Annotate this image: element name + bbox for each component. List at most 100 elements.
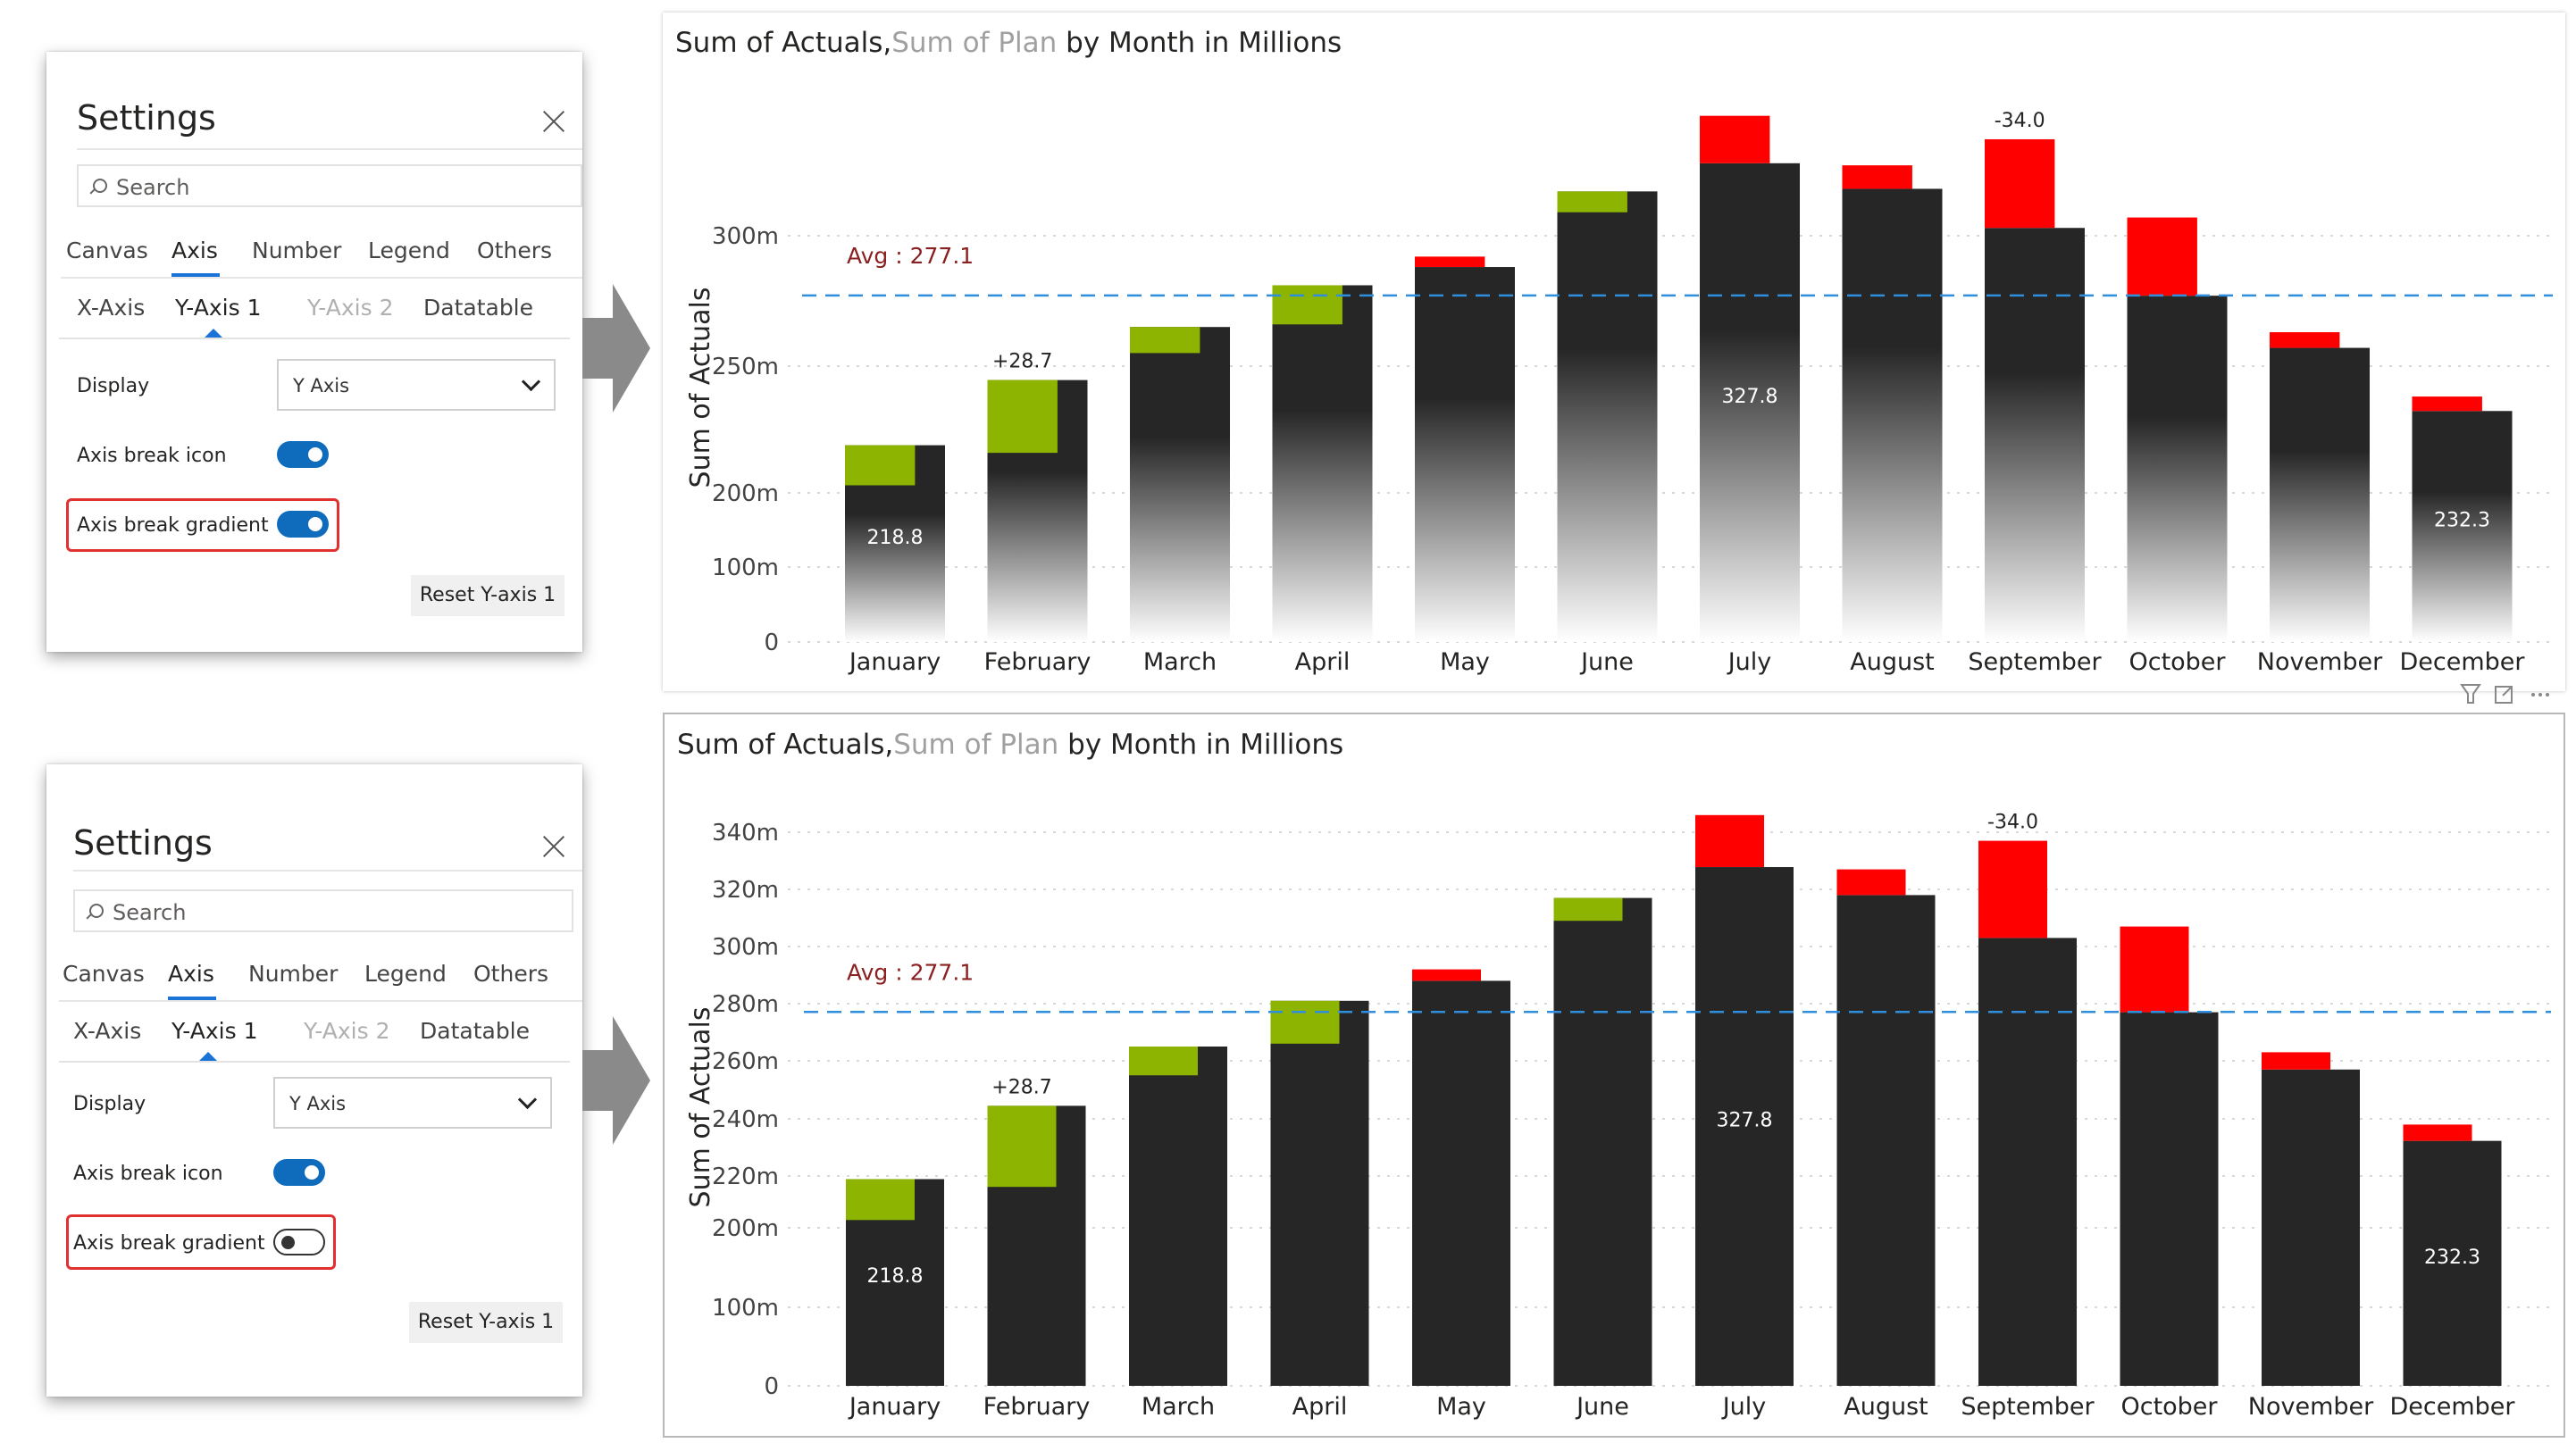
tab-number[interactable]: Number [252, 238, 342, 263]
actual-bar [1415, 267, 1515, 642]
x-category-label: July [1727, 648, 1772, 676]
x-category-label: May [1440, 648, 1490, 676]
data-label: 327.8 [1722, 386, 1778, 408]
tab-legend[interactable]: Legend [368, 238, 450, 263]
x-category-label: October [2129, 648, 2226, 676]
search-placeholder: Search [116, 175, 190, 200]
data-label: 232.3 [2434, 510, 2490, 532]
tab-others[interactable]: Others [477, 238, 553, 263]
search-input[interactable]: Search [73, 889, 573, 932]
data-label: 232.3 [2424, 1247, 2480, 1269]
divider [73, 870, 582, 872]
close-icon[interactable] [541, 834, 566, 859]
x-category-label: November [2248, 1393, 2374, 1421]
search-placeholder: Search [113, 900, 187, 925]
positive-variance-bar [987, 380, 1058, 454]
y-tick-label: 300m [712, 223, 779, 250]
data-label: 218.8 [867, 527, 924, 549]
negative-variance-bar [2120, 926, 2189, 1013]
actual-bar [1272, 285, 1373, 642]
settings-tabs: Canvas Axis Number Legend Others [66, 238, 582, 277]
axis-break-gradient-toggle[interactable] [273, 1229, 325, 1255]
tab-number[interactable]: Number [248, 961, 339, 987]
reset-y-axis-button[interactable]: Reset Y-axis 1 [411, 575, 565, 616]
more-options-icon[interactable] [2531, 693, 2549, 696]
x-category-label: August [1844, 1393, 1928, 1421]
subtab-y-axis-2: Y-Axis 2 [307, 295, 394, 321]
y-axis-label: Sum of Actuals [685, 288, 716, 488]
subtab-x-axis[interactable]: X-Axis [73, 1018, 142, 1044]
actual-bar [2127, 296, 2228, 642]
settings-title: Settings [77, 98, 216, 138]
chart-without-gradient: Sum of Actuals,Sum of Plan by Month in M… [663, 713, 2565, 1438]
axis-break-gradient-toggle[interactable] [277, 511, 329, 538]
actual-bar [1557, 191, 1658, 643]
divider [59, 338, 570, 339]
focus-mode-icon[interactable] [2495, 686, 2513, 704]
chevron-down-icon [517, 1089, 538, 1110]
axis-break-icon-toggle[interactable] [277, 441, 329, 468]
tab-others[interactable]: Others [473, 961, 549, 987]
actual-bar [2403, 1140, 2502, 1386]
arrow-right-icon [582, 284, 650, 413]
negative-variance-bar [2262, 1052, 2330, 1070]
filter-icon[interactable] [2460, 684, 2481, 704]
close-icon[interactable] [541, 109, 566, 134]
highlight-box [66, 498, 339, 552]
reset-y-axis-button[interactable]: Reset Y-axis 1 [409, 1302, 563, 1343]
divider [77, 148, 582, 150]
search-icon [93, 179, 107, 193]
actual-bar [1412, 980, 1510, 1386]
y-tick-label: 200m [712, 480, 779, 507]
subtab-y-axis-1[interactable]: Y-Axis 1 [175, 295, 262, 321]
tab-axis-indicator [171, 273, 220, 277]
display-label: Display [77, 375, 150, 397]
axis-break-icon-label: Axis break icon [77, 445, 227, 467]
tab-canvas[interactable]: Canvas [66, 238, 148, 263]
tab-canvas[interactable]: Canvas [63, 961, 145, 987]
display-label: Display [73, 1093, 146, 1115]
settings-panel-bottom: Settings Search Canvas Axis Number Legen… [46, 764, 582, 1397]
tab-axis[interactable]: Axis [171, 238, 218, 263]
subtab-datatable[interactable]: Datatable [423, 295, 534, 321]
y-tick-label: 240m [712, 1106, 779, 1133]
x-category-label: December [2389, 1393, 2515, 1421]
settings-panel-top: Settings Search Canvas Axis Number Legen… [46, 52, 582, 652]
display-select[interactable]: Y Axis [273, 1077, 552, 1129]
tab-axis[interactable]: Axis [168, 961, 214, 987]
x-category-label: January [848, 1393, 941, 1421]
negative-variance-bar [1695, 814, 1764, 868]
y-tick-label: 0 [764, 1373, 779, 1400]
actual-bar [1695, 867, 1794, 1386]
negative-variance-bar [1978, 840, 2047, 938]
visual-header-icons [2460, 684, 2549, 704]
positive-variance-bar [845, 445, 916, 486]
divider [59, 1061, 570, 1063]
subtab-datatable[interactable]: Datatable [420, 1018, 531, 1044]
search-input[interactable]: Search [77, 164, 582, 207]
y-tick-label: 320m [712, 877, 779, 904]
x-category-label: May [1436, 1393, 1486, 1421]
negative-variance-bar [1836, 869, 1906, 896]
y-tick-label: 250m [712, 354, 779, 380]
x-category-label: September [1968, 648, 2102, 676]
x-category-label: July [1721, 1393, 1767, 1421]
y-tick-label: 300m [712, 934, 779, 961]
negative-variance-bar [2403, 1124, 2472, 1141]
negative-variance-bar [1842, 165, 1912, 189]
display-select-value: Y Axis [289, 1093, 347, 1114]
axis-break-icon-toggle[interactable] [273, 1159, 325, 1186]
subtab-y-axis-1[interactable]: Y-Axis 1 [171, 1018, 258, 1044]
x-category-label: September [1961, 1393, 2095, 1421]
axis-subtabs: X-Axis Y-Axis 1 Y-Axis 2 Datatable [66, 295, 582, 334]
display-select[interactable]: Y Axis [277, 359, 556, 411]
title-actuals: Sum of Actuals, [677, 729, 894, 761]
subtab-x-axis[interactable]: X-Axis [77, 295, 146, 321]
x-category-label: August [1850, 648, 1935, 676]
tab-legend[interactable]: Legend [364, 961, 447, 987]
actual-bar [1700, 163, 1800, 643]
negative-variance-bar [1412, 969, 1481, 981]
settings-tabs: Canvas Axis Number Legend Others [63, 961, 582, 1000]
axis-break-gradient-label: Axis break gradient [73, 1232, 265, 1255]
chevron-down-icon [521, 371, 541, 392]
